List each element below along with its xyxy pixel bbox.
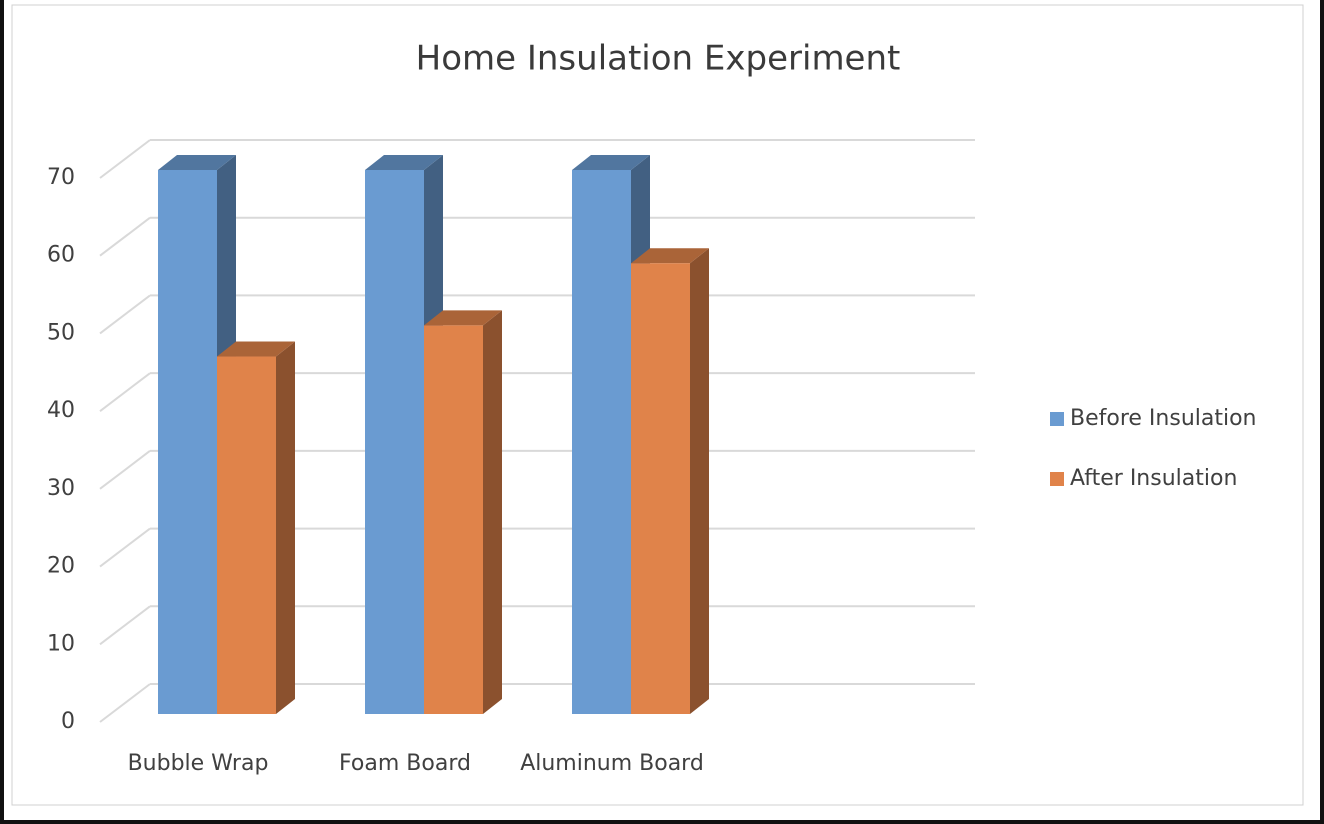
bar <box>365 170 424 714</box>
grid-line <box>99 216 151 257</box>
bar-side <box>483 310 502 714</box>
bar-top <box>424 310 502 326</box>
grid-line <box>99 372 151 412</box>
y-tick-label: 30 <box>47 476 75 501</box>
grid-line <box>99 139 151 179</box>
bar <box>158 170 217 714</box>
chart-title: Home Insulation Experiment <box>416 39 901 79</box>
grid-line <box>99 294 151 335</box>
x-tick-label: Aluminum Board <box>520 751 704 776</box>
bar <box>631 263 690 714</box>
bar-top <box>572 155 650 170</box>
bar-side <box>690 248 709 714</box>
bar <box>572 170 631 714</box>
bar-side <box>276 341 295 714</box>
bar-top <box>365 155 443 170</box>
bar <box>217 356 276 714</box>
bar-top <box>631 248 709 264</box>
grid-line <box>99 450 151 490</box>
legend-swatch <box>1050 472 1064 486</box>
grid-line <box>99 605 151 646</box>
bar-top <box>158 155 236 170</box>
y-tick-label: 70 <box>47 165 75 190</box>
y-tick-label: 40 <box>47 398 75 423</box>
bar <box>424 325 483 714</box>
legend-label: After Insulation <box>1070 466 1237 491</box>
bar-top <box>217 341 295 357</box>
grid-line <box>99 527 151 568</box>
y-tick-label: 0 <box>61 709 75 734</box>
y-tick-label: 50 <box>47 320 75 345</box>
y-tick-label: 60 <box>47 243 75 268</box>
grid-line <box>99 683 151 723</box>
chart-border <box>11 4 1304 806</box>
legend-label: Before Insulation <box>1070 406 1257 431</box>
y-tick-label: 10 <box>47 631 75 656</box>
y-tick-label: 20 <box>47 554 75 579</box>
x-tick-label: Bubble Wrap <box>128 751 269 776</box>
legend-swatch <box>1050 412 1064 426</box>
x-tick-label: Foam Board <box>339 751 471 776</box>
